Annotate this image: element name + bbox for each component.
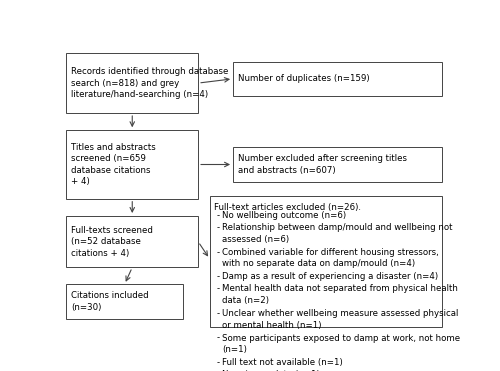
Text: -: -: [216, 211, 220, 220]
Text: Citations included
(n=30): Citations included (n=30): [71, 291, 148, 312]
Text: Number of duplicates (n=159): Number of duplicates (n=159): [238, 74, 370, 83]
Text: Full-text articles excluded (n=26).: Full-text articles excluded (n=26).: [214, 203, 362, 212]
Text: -: -: [216, 334, 220, 342]
Text: Combined variable for different housing stressors,
with no separate data on damp: Combined variable for different housing …: [222, 247, 439, 268]
FancyBboxPatch shape: [233, 62, 442, 96]
FancyBboxPatch shape: [233, 147, 442, 182]
Text: -: -: [216, 309, 220, 318]
Text: Damp as a result of experiencing a disaster (n=4): Damp as a result of experiencing a disas…: [222, 272, 438, 281]
Text: Relationship between damp/mould and wellbeing not
assessed (n=6): Relationship between damp/mould and well…: [222, 223, 452, 243]
FancyBboxPatch shape: [66, 53, 198, 113]
Text: -: -: [216, 285, 220, 293]
Text: Records identified through database
search (n=818) and grey
literature/hand-sear: Records identified through database sear…: [71, 67, 229, 99]
Text: No wellbeing outcome (n=6): No wellbeing outcome (n=6): [222, 211, 346, 220]
FancyBboxPatch shape: [66, 130, 198, 199]
FancyBboxPatch shape: [210, 196, 442, 327]
Text: Full-texts screened
(n=52 database
citations + 4): Full-texts screened (n=52 database citat…: [71, 226, 153, 257]
Text: Full text not available (n=1): Full text not available (n=1): [222, 358, 343, 367]
Text: Titles and abstracts
screened (n=659
database citations
+ 4): Titles and abstracts screened (n=659 dat…: [71, 143, 156, 186]
Text: -: -: [216, 358, 220, 367]
FancyBboxPatch shape: [66, 285, 182, 319]
Text: Mental health data not separated from physical health
data (n=2): Mental health data not separated from ph…: [222, 285, 458, 305]
Text: -: -: [216, 223, 220, 232]
Text: Some participants exposed to damp at work, not home
(n=1): Some participants exposed to damp at wor…: [222, 334, 460, 354]
Text: Number excluded after screening titles
and abstracts (n=607): Number excluded after screening titles a…: [238, 154, 406, 175]
FancyBboxPatch shape: [66, 216, 198, 267]
Text: -: -: [216, 272, 220, 281]
Text: -: -: [216, 247, 220, 257]
Text: Unclear whether wellbeing measure assessed physical
or mental health (n=1): Unclear whether wellbeing measure assess…: [222, 309, 458, 329]
